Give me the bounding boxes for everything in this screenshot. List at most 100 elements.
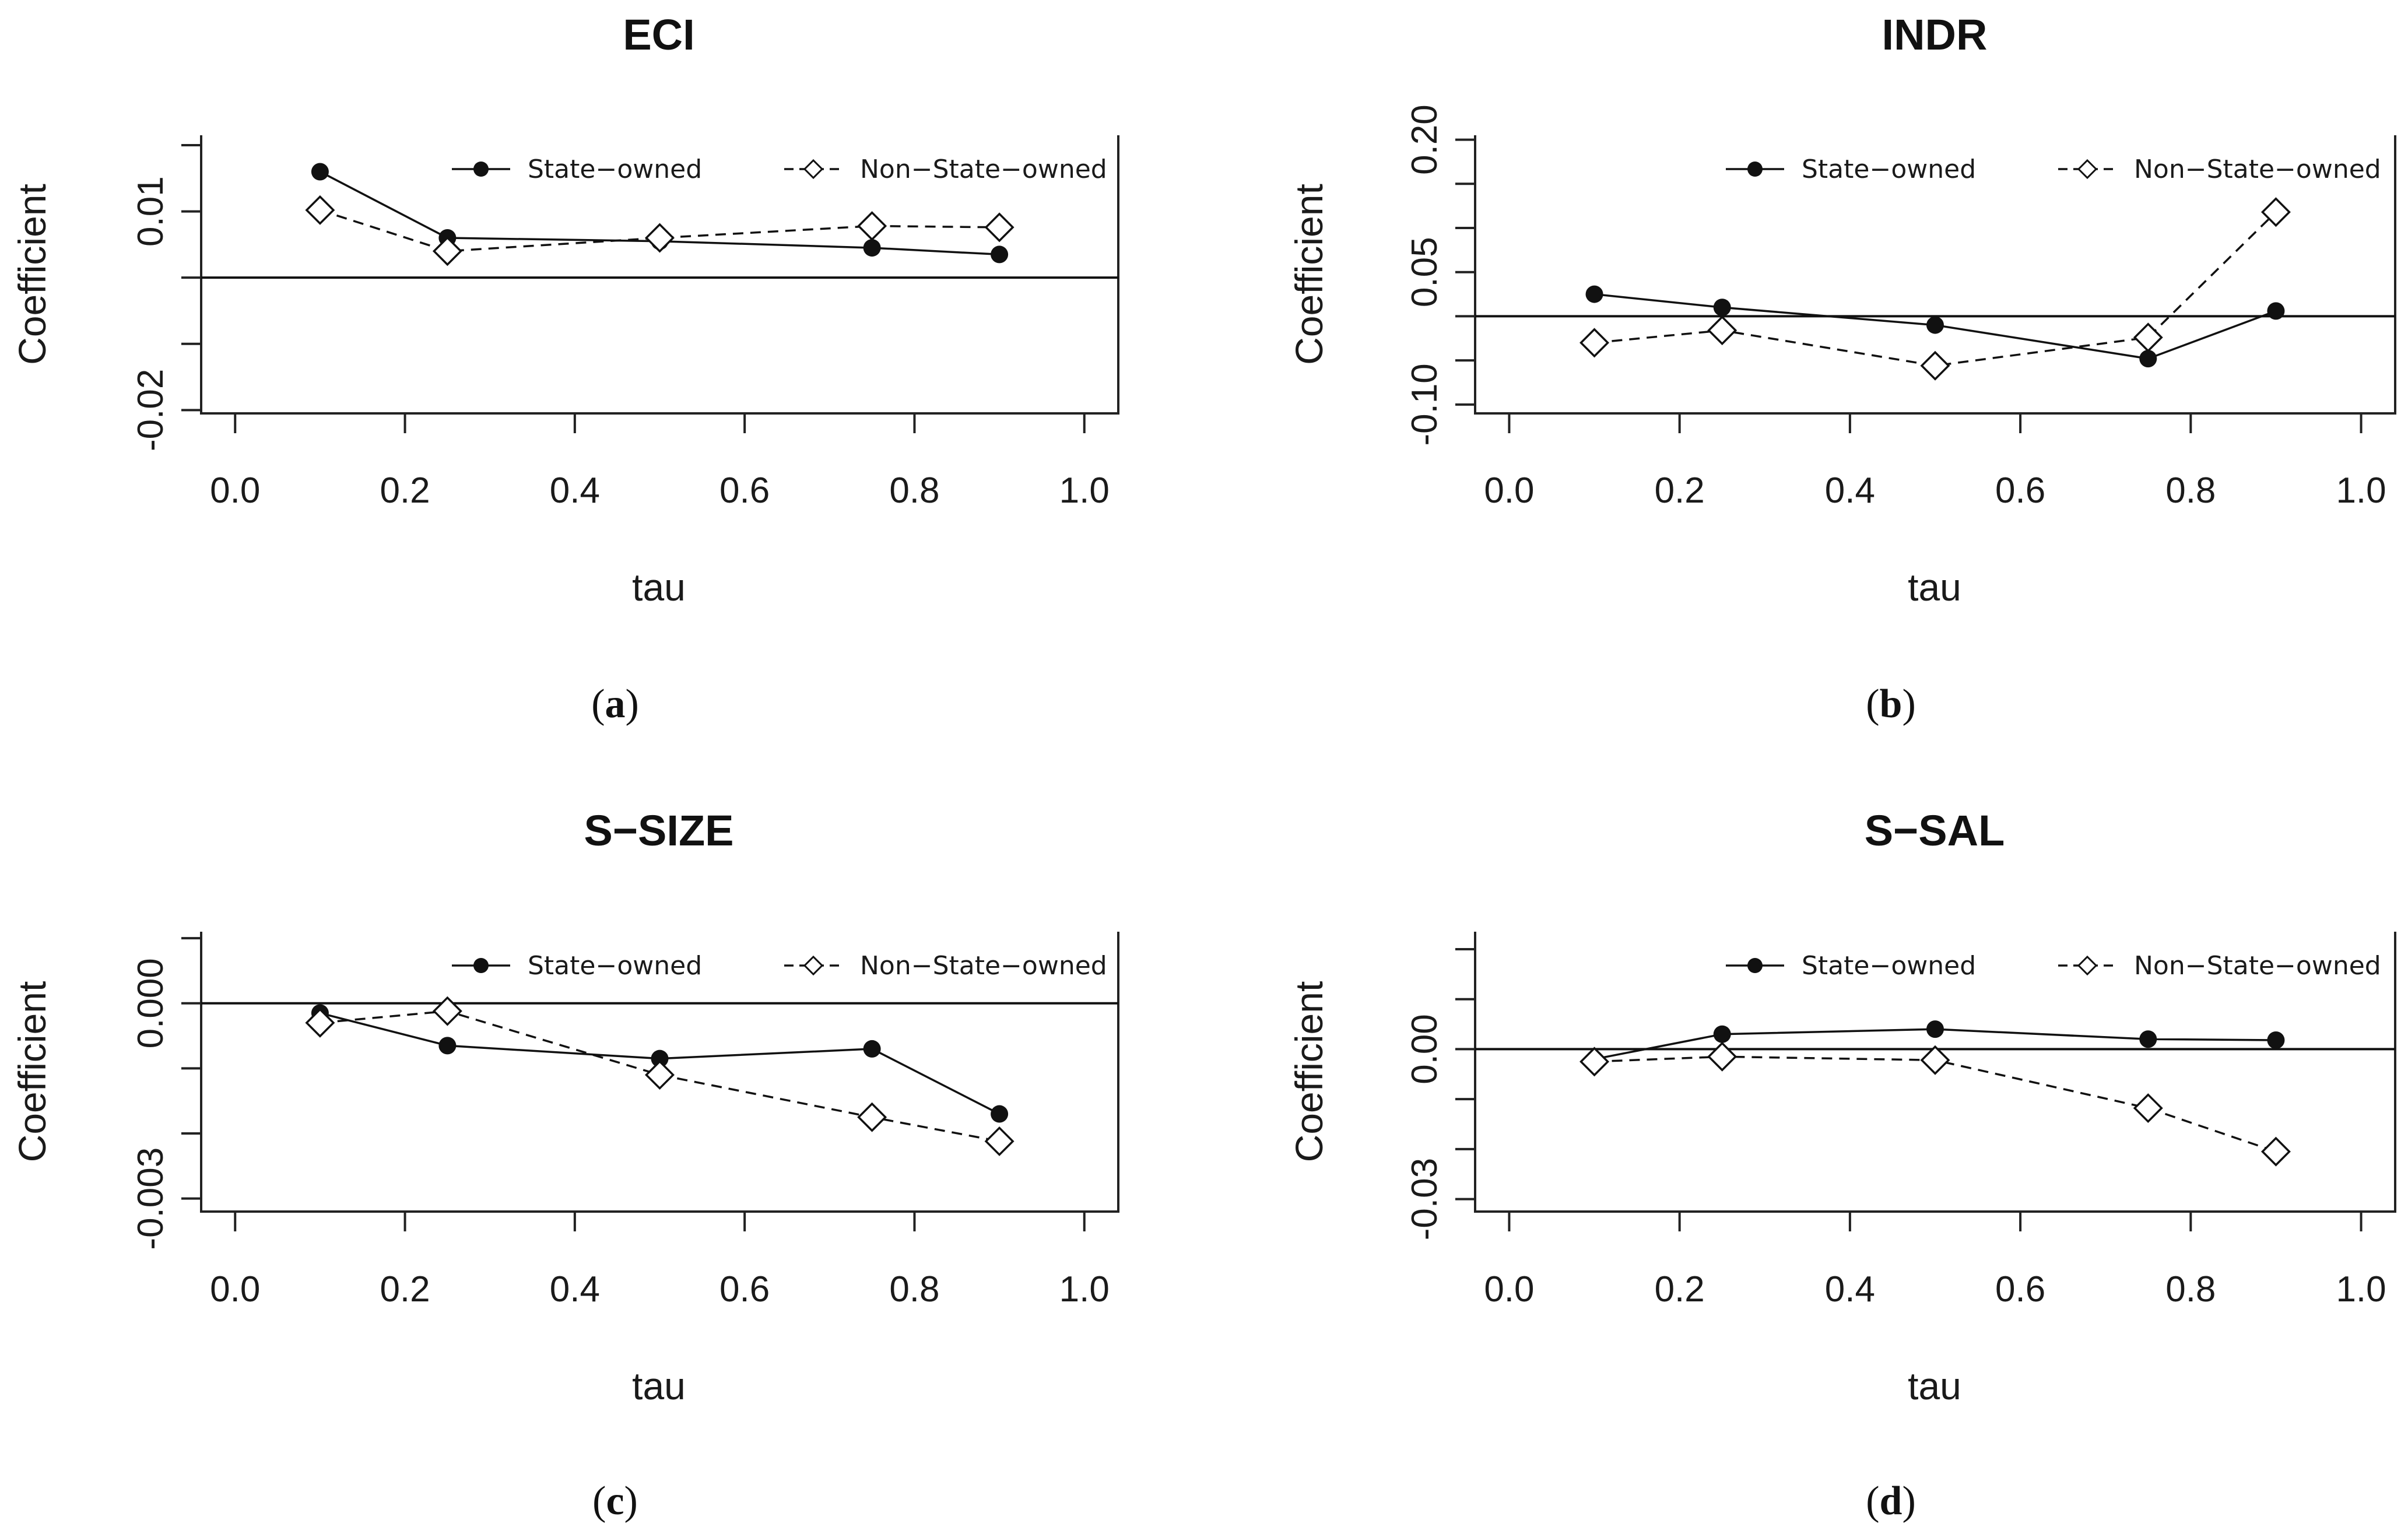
legend-marker-non-state-owned [803,159,824,180]
x-axis: 0.0 0.2 0.4 0.6 0.8 1.0 [210,413,1110,511]
y-tick-label: -0.02 [131,369,171,451]
legend-label-non-state-owned: Non−State−owned [2134,951,2381,981]
legend-label-non-state-owned: Non−State−owned [2134,155,2381,184]
y-tick-label: 0.05 [1405,237,1445,307]
chart-panel-a: ECI -0.02 0.01 0.0 0.2 0.4 0.6 0.8 1.0 tau Coeffic… [10,10,1119,726]
series-non-state-owned [305,996,1015,1156]
data-point-open-diamond [645,1060,675,1090]
x-tick-label: 0.8 [889,471,939,511]
x-tick-label: 0.6 [719,471,770,511]
data-point-open-diamond [2133,322,2163,353]
y-axis-label: Coefficient [10,981,54,1163]
legend-marker-state-owned [1747,162,1763,177]
data-point-filled-circle [1926,1020,1944,1038]
x-tick-label: 0.2 [1655,1269,1705,1310]
y-tick-label: 0.00 [1405,1014,1445,1084]
x-axis-label: tau [1908,566,1961,609]
x-axis-label: tau [632,1364,686,1407]
x-axis-label: tau [632,566,686,609]
caption-letter: d [1880,1479,1902,1524]
data-point-open-diamond [984,212,1015,243]
plot-frame [1474,932,2396,1213]
data-point-open-diamond [1920,1045,1950,1075]
x-tick-label: 0.4 [1825,1269,1875,1310]
data-point-open-diamond [1707,315,1737,346]
data-point-filled-circle [863,1040,881,1058]
series-line [1594,211,2277,367]
legend: State−owned Non−State−owned [1726,155,2381,184]
x-axis: 0.0 0.2 0.4 0.6 0.8 1.0 [1484,413,2386,511]
plot-frame [200,135,1119,415]
x-axis: 0.0 0.2 0.4 0.6 0.8 1.0 [1484,1212,2386,1310]
caption-close-paren: ) [624,1479,638,1524]
legend-marker-non-state-owned [803,955,824,976]
chart-title: INDR [1882,10,1988,59]
y-axis: -0.03 0.00 [1405,948,1475,1240]
panel-caption: (a) [591,682,639,726]
x-tick-label: 0.8 [2165,471,2216,511]
series-non-state-owned [305,195,1015,266]
x-tick-label: 0.0 [1484,471,1534,511]
x-tick-label: 0.4 [550,471,600,511]
data-point-filled-circle [438,1037,457,1055]
legend: State−owned Non−State−owned [452,951,1107,981]
caption-open-paren: ( [1866,1479,1879,1524]
data-point-filled-circle [863,239,881,257]
legend-label-state-owned: State−owned [528,951,702,981]
caption-letter: b [1880,682,1902,726]
x-tick-label: 1.0 [1059,1269,1110,1310]
y-axis-label: Coefficient [1287,981,1331,1163]
legend-marker-state-owned [473,958,489,973]
x-tick-label: 0.6 [1995,1269,2045,1310]
x-tick-label: 0.8 [889,1269,939,1310]
y-tick-label: -0.003 [131,1147,171,1250]
x-tick-label: 0.2 [1655,471,1705,511]
legend-label-state-owned: State−owned [1802,155,1976,184]
caption-letter: c [606,1479,624,1524]
y-tick-label: -0.10 [1405,363,1445,445]
chart-title: ECI [623,10,694,59]
x-tick-label: 0.2 [380,1269,430,1310]
chart-panel-d: S−SAL -0.03 0.00 0.0 0.2 0.4 0.6 0.8 1.0 tau Coeff… [1287,806,2396,1524]
data-point-open-diamond [857,1102,887,1132]
data-point-filled-circle [1585,285,1603,303]
x-tick-label: 0.0 [1484,1269,1534,1310]
y-axis-label: Coefficient [10,184,54,365]
x-tick-label: 1.0 [1059,471,1110,511]
panel-caption: (b) [1866,682,1916,726]
y-tick-label: -0.03 [1405,1158,1445,1240]
data-point-filled-circle [1926,316,1944,334]
chart-panel-c: S−SIZE -0.003 0.000 0.0 0.2 0.4 0.6 0.8 1.0 tau Co… [10,806,1119,1524]
data-point-filled-circle [2267,302,2285,320]
plot-frame [1474,135,2396,415]
data-point-open-diamond [305,1008,335,1038]
chart-title: S−SAL [1865,806,2005,855]
x-tick-label: 0.4 [1825,471,1875,511]
caption-open-paren: ( [592,1479,606,1524]
y-axis-label: Coefficient [1287,184,1331,365]
series-non-state-owned [1579,197,2291,381]
data-point-filled-circle [991,1105,1009,1123]
x-tick-label: 0.0 [210,471,260,511]
data-point-filled-circle [2139,1030,2157,1048]
data-point-open-diamond [432,236,462,266]
y-axis: -0.003 0.000 [131,937,201,1250]
y-tick-label: 0.01 [131,176,171,247]
data-point-open-diamond [432,996,462,1026]
chart-title: S−SIZE [584,806,733,855]
y-axis: -0.10 0.05 0.20 [1405,104,1475,446]
data-point-filled-circle [651,1049,669,1068]
plot-frame [200,932,1119,1213]
legend-marker-state-owned [473,162,489,177]
y-axis: -0.02 0.01 [131,144,201,451]
y-tick-label: 0.000 [131,958,171,1048]
legend: State−owned Non−State−owned [1726,951,2381,981]
legend-label-state-owned: State−owned [528,155,702,184]
data-point-open-diamond [305,195,335,225]
panel-caption: (d) [1866,1479,1916,1524]
legend-marker-non-state-owned [2077,159,2098,180]
series-line [320,209,1000,252]
data-point-filled-circle [2139,350,2157,368]
x-tick-label: 0.0 [210,1269,260,1310]
data-point-filled-circle [1713,299,1731,317]
